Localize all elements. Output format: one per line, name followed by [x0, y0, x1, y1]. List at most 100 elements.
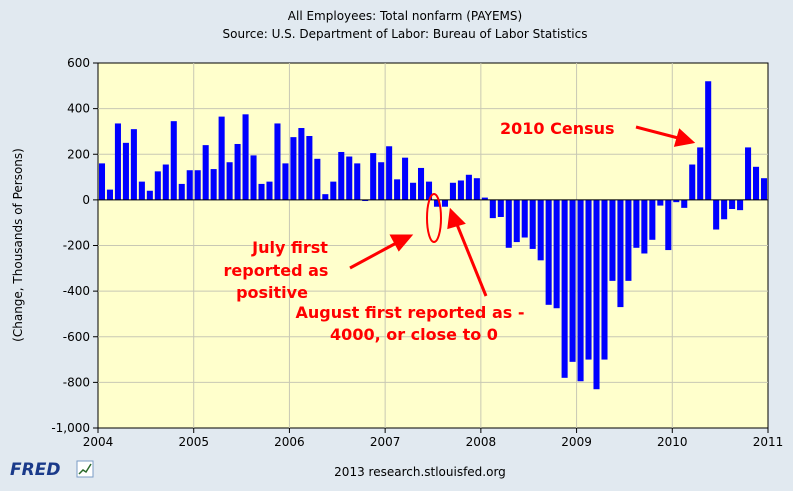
bar — [561, 199, 568, 378]
bar — [425, 181, 433, 200]
x-tick-label: 2008 — [466, 435, 497, 449]
annotations: 2010 Census July first reported as posit… — [224, 119, 615, 344]
bar — [657, 199, 664, 206]
arrow-census — [635, 125, 683, 141]
y-tick-label: 400 — [67, 102, 90, 116]
bar — [186, 170, 193, 200]
bar — [601, 199, 608, 360]
chart-title: All Employees: Total nonfarm (PAYEMS) — [288, 9, 522, 23]
bar — [114, 123, 121, 200]
fred-logo-trend-icon — [78, 463, 92, 475]
bar — [649, 199, 656, 240]
annotation-arrows — [349, 125, 696, 297]
bar — [146, 190, 153, 200]
bar — [745, 147, 752, 200]
bar — [322, 194, 329, 200]
fred-logo-text: FRED — [10, 460, 60, 480]
bar — [521, 199, 528, 238]
bar — [98, 163, 106, 200]
bar — [673, 199, 680, 203]
annotation-july-line2: reported as — [224, 261, 329, 280]
bar — [234, 143, 241, 200]
bar — [609, 199, 616, 281]
y-tick-label: 600 — [67, 56, 90, 70]
bar — [633, 199, 640, 248]
bar — [290, 137, 297, 200]
bar — [457, 180, 464, 200]
bar — [441, 199, 448, 207]
x-tick-label: 2005 — [178, 435, 209, 449]
bar — [617, 199, 624, 308]
bar — [314, 158, 321, 200]
bar — [122, 142, 129, 200]
bar — [298, 128, 305, 200]
bar — [593, 199, 600, 390]
bar — [370, 153, 377, 200]
bar — [489, 199, 496, 219]
annotation-august-line2: 4000, or close to 0 — [330, 325, 498, 344]
bar — [106, 189, 113, 200]
y-tick-label: -200 — [63, 239, 90, 253]
y-tick-label: 200 — [67, 147, 90, 161]
bar — [529, 199, 536, 249]
y-tick-label: -600 — [63, 330, 90, 344]
bar — [410, 182, 417, 200]
gridlines — [98, 63, 768, 428]
bar — [681, 199, 688, 208]
bar-series — [98, 81, 768, 390]
bar — [513, 199, 520, 243]
y-tick-label: -800 — [63, 375, 90, 389]
bar — [625, 199, 632, 281]
bar — [713, 199, 720, 230]
highlight-ellipse — [426, 193, 442, 243]
bar — [130, 129, 137, 200]
bar — [274, 123, 281, 200]
bar — [721, 199, 728, 220]
bar — [178, 183, 185, 200]
bar — [705, 81, 712, 200]
arrow-census-head — [673, 128, 696, 147]
x-axis-ticks: 2004 2005 2006 2007 2008 2009 2010 2011 — [83, 428, 784, 449]
annotation-july-line1: July first — [251, 238, 328, 257]
bar — [569, 199, 576, 362]
x-tick-label: 2009 — [561, 435, 592, 449]
bar — [282, 163, 289, 200]
annotation-july-line3: positive — [236, 283, 308, 302]
arrow-july — [349, 239, 401, 270]
y-tick-label: 0 — [82, 193, 90, 207]
bar — [641, 199, 648, 254]
bar — [330, 181, 337, 200]
footer-source: 2013 research.stlouisfed.org — [334, 465, 506, 479]
bar — [697, 147, 704, 200]
bar — [226, 162, 233, 200]
bar — [402, 157, 409, 200]
bar — [162, 164, 169, 200]
x-tick-label: 2006 — [274, 435, 305, 449]
bar — [250, 155, 257, 200]
bar — [689, 164, 696, 200]
x-tick-label: 2011 — [753, 435, 784, 449]
bar — [218, 116, 225, 200]
x-tick-label: 2004 — [83, 435, 114, 449]
bar — [354, 163, 361, 200]
annotation-august-line1: August first reported as - — [296, 303, 525, 322]
annotation-census: 2010 Census — [500, 119, 615, 138]
bar — [737, 199, 744, 211]
bar — [154, 171, 161, 200]
x-tick-label: 2010 — [657, 435, 688, 449]
bar — [545, 199, 552, 305]
bar — [258, 183, 265, 200]
bar — [306, 136, 313, 200]
bar — [338, 151, 345, 200]
bar — [418, 167, 425, 200]
bar — [553, 199, 560, 309]
bar — [378, 162, 385, 200]
arrow-august-head — [447, 207, 466, 230]
arrow-july-head — [389, 234, 414, 252]
bar — [537, 199, 544, 261]
bar — [433, 199, 441, 207]
bar — [394, 179, 401, 200]
bar — [362, 199, 369, 202]
